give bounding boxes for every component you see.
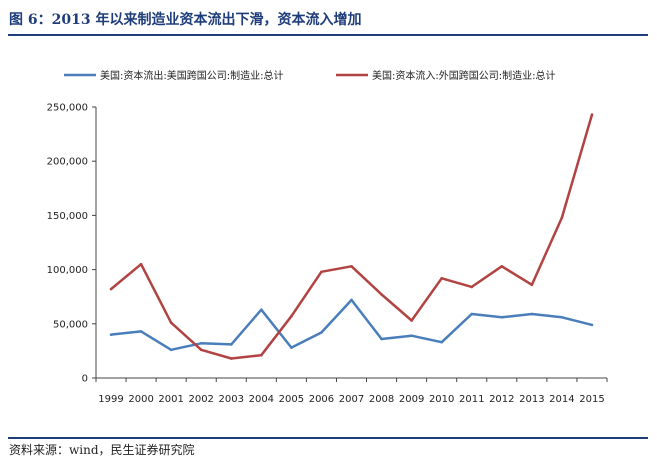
series-1-point xyxy=(500,265,504,268)
x-tick-label: 2008 xyxy=(369,394,394,405)
series-0-point xyxy=(380,337,383,341)
footer-divider xyxy=(8,437,648,439)
legend: 美国:资本流出:美国跨国公司:制造业:总计 美国:资本流入:外国跨国公司:制造业… xyxy=(64,69,555,82)
series-0-point xyxy=(530,312,534,316)
series-0-point xyxy=(260,308,263,312)
x-tick-label: 2002 xyxy=(188,394,213,405)
series-0-point xyxy=(500,315,504,319)
x-tick-label: 2009 xyxy=(399,394,424,405)
x-tick-label: 2001 xyxy=(158,394,183,405)
x-tick-label: 2014 xyxy=(549,394,574,405)
series-0-point xyxy=(350,298,353,302)
series-1-point xyxy=(290,314,293,318)
series-0-point xyxy=(139,330,143,333)
series-1-point xyxy=(109,287,113,291)
y-tick-label: 200,000 xyxy=(47,157,88,168)
y-tick-label: 0 xyxy=(82,374,88,385)
x-tick-label: 2011 xyxy=(459,394,484,405)
title-divider xyxy=(8,34,648,36)
series-0-point xyxy=(199,342,203,345)
series-1-point xyxy=(260,353,263,357)
series-1-point xyxy=(139,262,143,266)
series-0-point xyxy=(229,343,233,346)
x-tick-label: 2000 xyxy=(128,394,153,405)
x-tick-label: 2005 xyxy=(279,394,304,405)
x-tick-label: 2003 xyxy=(219,394,244,405)
y-tick-label: 50,000 xyxy=(53,319,88,330)
series-0-point xyxy=(560,315,564,319)
series-1-point xyxy=(229,357,233,360)
series-1-point xyxy=(350,265,353,268)
x-ticks: 1999 2000 2001 2002 2003 2004 2005 2006 2007 2008… xyxy=(95,378,608,405)
source-note: 资料来源：wind，民生证券研究院 xyxy=(9,443,195,457)
x-tick-label: 2015 xyxy=(579,394,604,405)
y-tick-label: 250,000 xyxy=(47,103,88,114)
series-line-0 xyxy=(110,298,593,352)
y-tick-label: 100,000 xyxy=(47,265,88,276)
series-1-point xyxy=(470,285,474,289)
legend-label-inflow: 美国:资本流入:外国跨国公司:制造业:总计 xyxy=(372,69,555,82)
x-tick-label: 2006 xyxy=(309,394,334,405)
x-tick-label: 2013 xyxy=(519,394,544,405)
x-tick-label: 2010 xyxy=(429,394,454,405)
series-line-1 xyxy=(110,114,594,360)
series-1-point xyxy=(380,293,383,296)
series-0-point xyxy=(470,312,474,316)
x-tick-label: 2012 xyxy=(489,394,514,405)
chart-title: 图 6：2013 年以来制造业资本流出下滑，资本流入增加 xyxy=(9,12,362,28)
series-1-point xyxy=(560,216,564,219)
series-0-point xyxy=(109,333,113,336)
series-1-point xyxy=(590,113,594,116)
legend-label-outflow: 美国:资本流出:美国跨国公司:制造业:总计 xyxy=(100,69,283,82)
y-ticks: 0 50,000 100,000 150,000 200,000 250,000 xyxy=(47,103,96,385)
series-0-point xyxy=(290,346,293,349)
series-0-point xyxy=(590,323,594,327)
series-1-point xyxy=(530,283,534,287)
series-0-point xyxy=(440,340,443,344)
series-layer xyxy=(109,113,594,360)
y-tick-label: 150,000 xyxy=(47,211,88,222)
series-1-point xyxy=(199,348,203,352)
x-tick-label: 2004 xyxy=(249,394,274,405)
x-tick-label: 1999 xyxy=(98,394,123,405)
x-tick-label: 2007 xyxy=(339,394,364,405)
series-0-point xyxy=(320,331,323,334)
series-1-point xyxy=(410,319,413,322)
series-0-point xyxy=(169,348,173,352)
series-0-point xyxy=(410,334,413,338)
series-1-point xyxy=(320,270,323,274)
series-1-point xyxy=(169,321,173,325)
series-1-point xyxy=(440,276,443,280)
